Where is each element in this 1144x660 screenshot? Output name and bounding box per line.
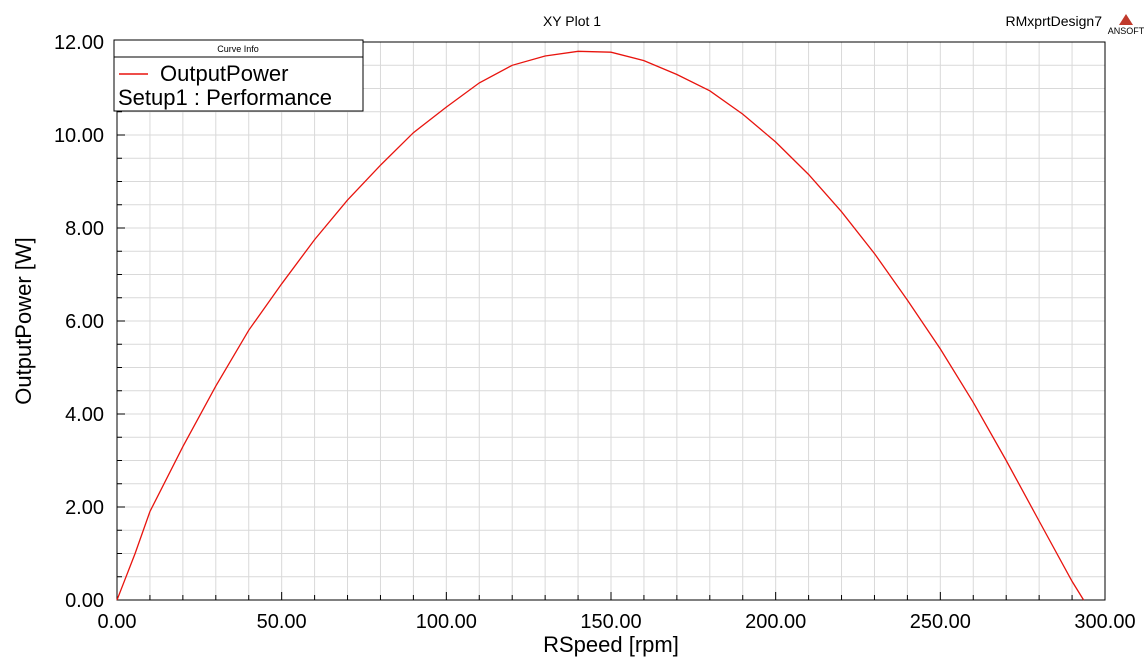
y-tick-label: 8.00 [65,218,104,240]
y-tick-label: 2.00 [65,497,104,519]
plot-area-frame [116,41,1106,601]
x-tick-label: 150.00 [580,611,641,633]
x-tick-label: 100.00 [416,611,477,633]
legend-title: Curve Info [217,44,259,54]
x-tick-label: 50.00 [257,611,307,633]
curve-info-legend[interactable]: Curve Info OutputPower Setup1 : Performa… [113,39,364,112]
grid-lines [117,42,1105,600]
x-tick-labels: 0.00 50.00 100.00 150.00 200.00 250.00 300.00 [98,611,1136,633]
y-tick-label: 4.00 [65,404,104,426]
series-line-outputpower [116,50,1085,601]
logo-triangle [1119,14,1133,25]
y-tick-label: 6.00 [65,311,104,333]
x-tick-label: 300.00 [1074,611,1135,633]
logo-text: ANSOFT [1108,26,1144,36]
y-axis-title: OutputPower [W] [11,237,36,405]
ansoft-logo-icon: ANSOFT [1108,14,1144,36]
x-tick-label: 250.00 [910,611,971,633]
legend-series-label: OutputPower [160,61,288,86]
x-axis-title: RSpeed [rpm] [543,632,679,657]
design-name: RMxprtDesign7 [1006,13,1103,29]
curve-layer [116,50,1085,601]
y-tick-label: 10.00 [54,125,104,147]
y-tick-label: 0.00 [65,590,104,612]
x-tick-label: 0.00 [98,611,137,633]
chart-title: XY Plot 1 [543,13,601,29]
x-tick-label: 200.00 [745,611,806,633]
legend-box [113,39,364,112]
y-tick-label: 12.00 [54,32,104,54]
y-tick-labels: 0.00 2.00 4.00 6.00 8.00 10.00 12.00 [54,32,104,612]
legend-setup-label: Setup1 : Performance [118,85,332,110]
